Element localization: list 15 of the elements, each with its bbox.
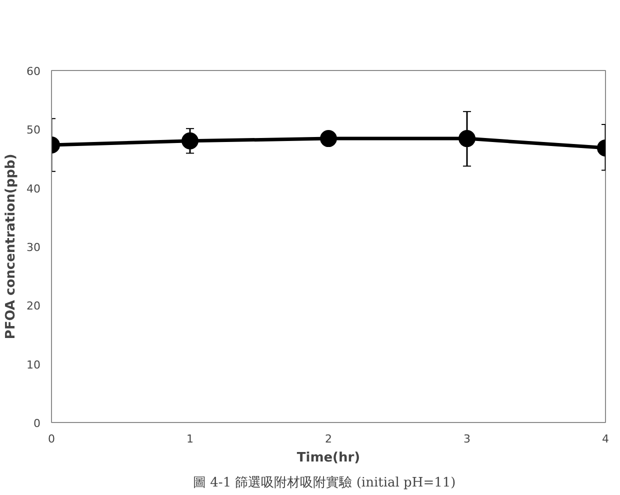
y-tick-label: 20	[26, 300, 41, 313]
x-tick-label: 3	[464, 432, 470, 446]
x-tick-label: 2	[325, 432, 332, 446]
y-tick-label: 10	[26, 358, 41, 372]
y-tick-label: 40	[26, 182, 41, 196]
x-tick-label: 0	[48, 432, 55, 446]
x-tick-label: 1	[186, 432, 194, 446]
y-tick-label: 30	[26, 241, 41, 254]
caption: 圖 4-1 篩選吸附材吸附實驗 (initial pH=11)	[193, 476, 456, 490]
y-axis-title: PFOA concentration(ppb)	[4, 154, 19, 340]
x-tick-label: 4	[602, 432, 609, 446]
y-tick-label: 60	[26, 65, 41, 78]
x-axis-title: Time(hr)	[296, 450, 360, 466]
y-tick-label: 0	[34, 417, 40, 430]
y-tick-label: 50	[26, 124, 41, 137]
